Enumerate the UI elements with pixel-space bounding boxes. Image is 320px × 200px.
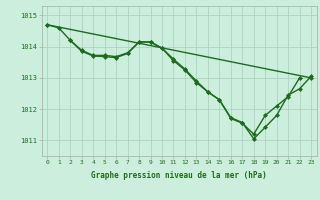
X-axis label: Graphe pression niveau de la mer (hPa): Graphe pression niveau de la mer (hPa): [91, 171, 267, 180]
